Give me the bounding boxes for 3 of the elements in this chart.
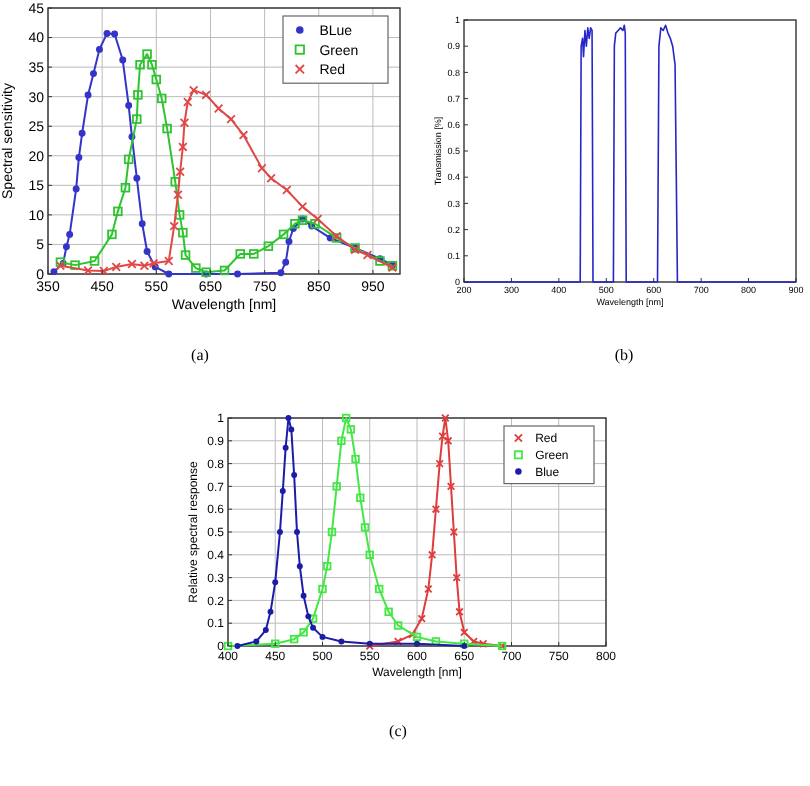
text: (a) — [191, 346, 210, 364]
text: (b) — [614, 346, 634, 364]
text: (c) — [389, 722, 408, 740]
